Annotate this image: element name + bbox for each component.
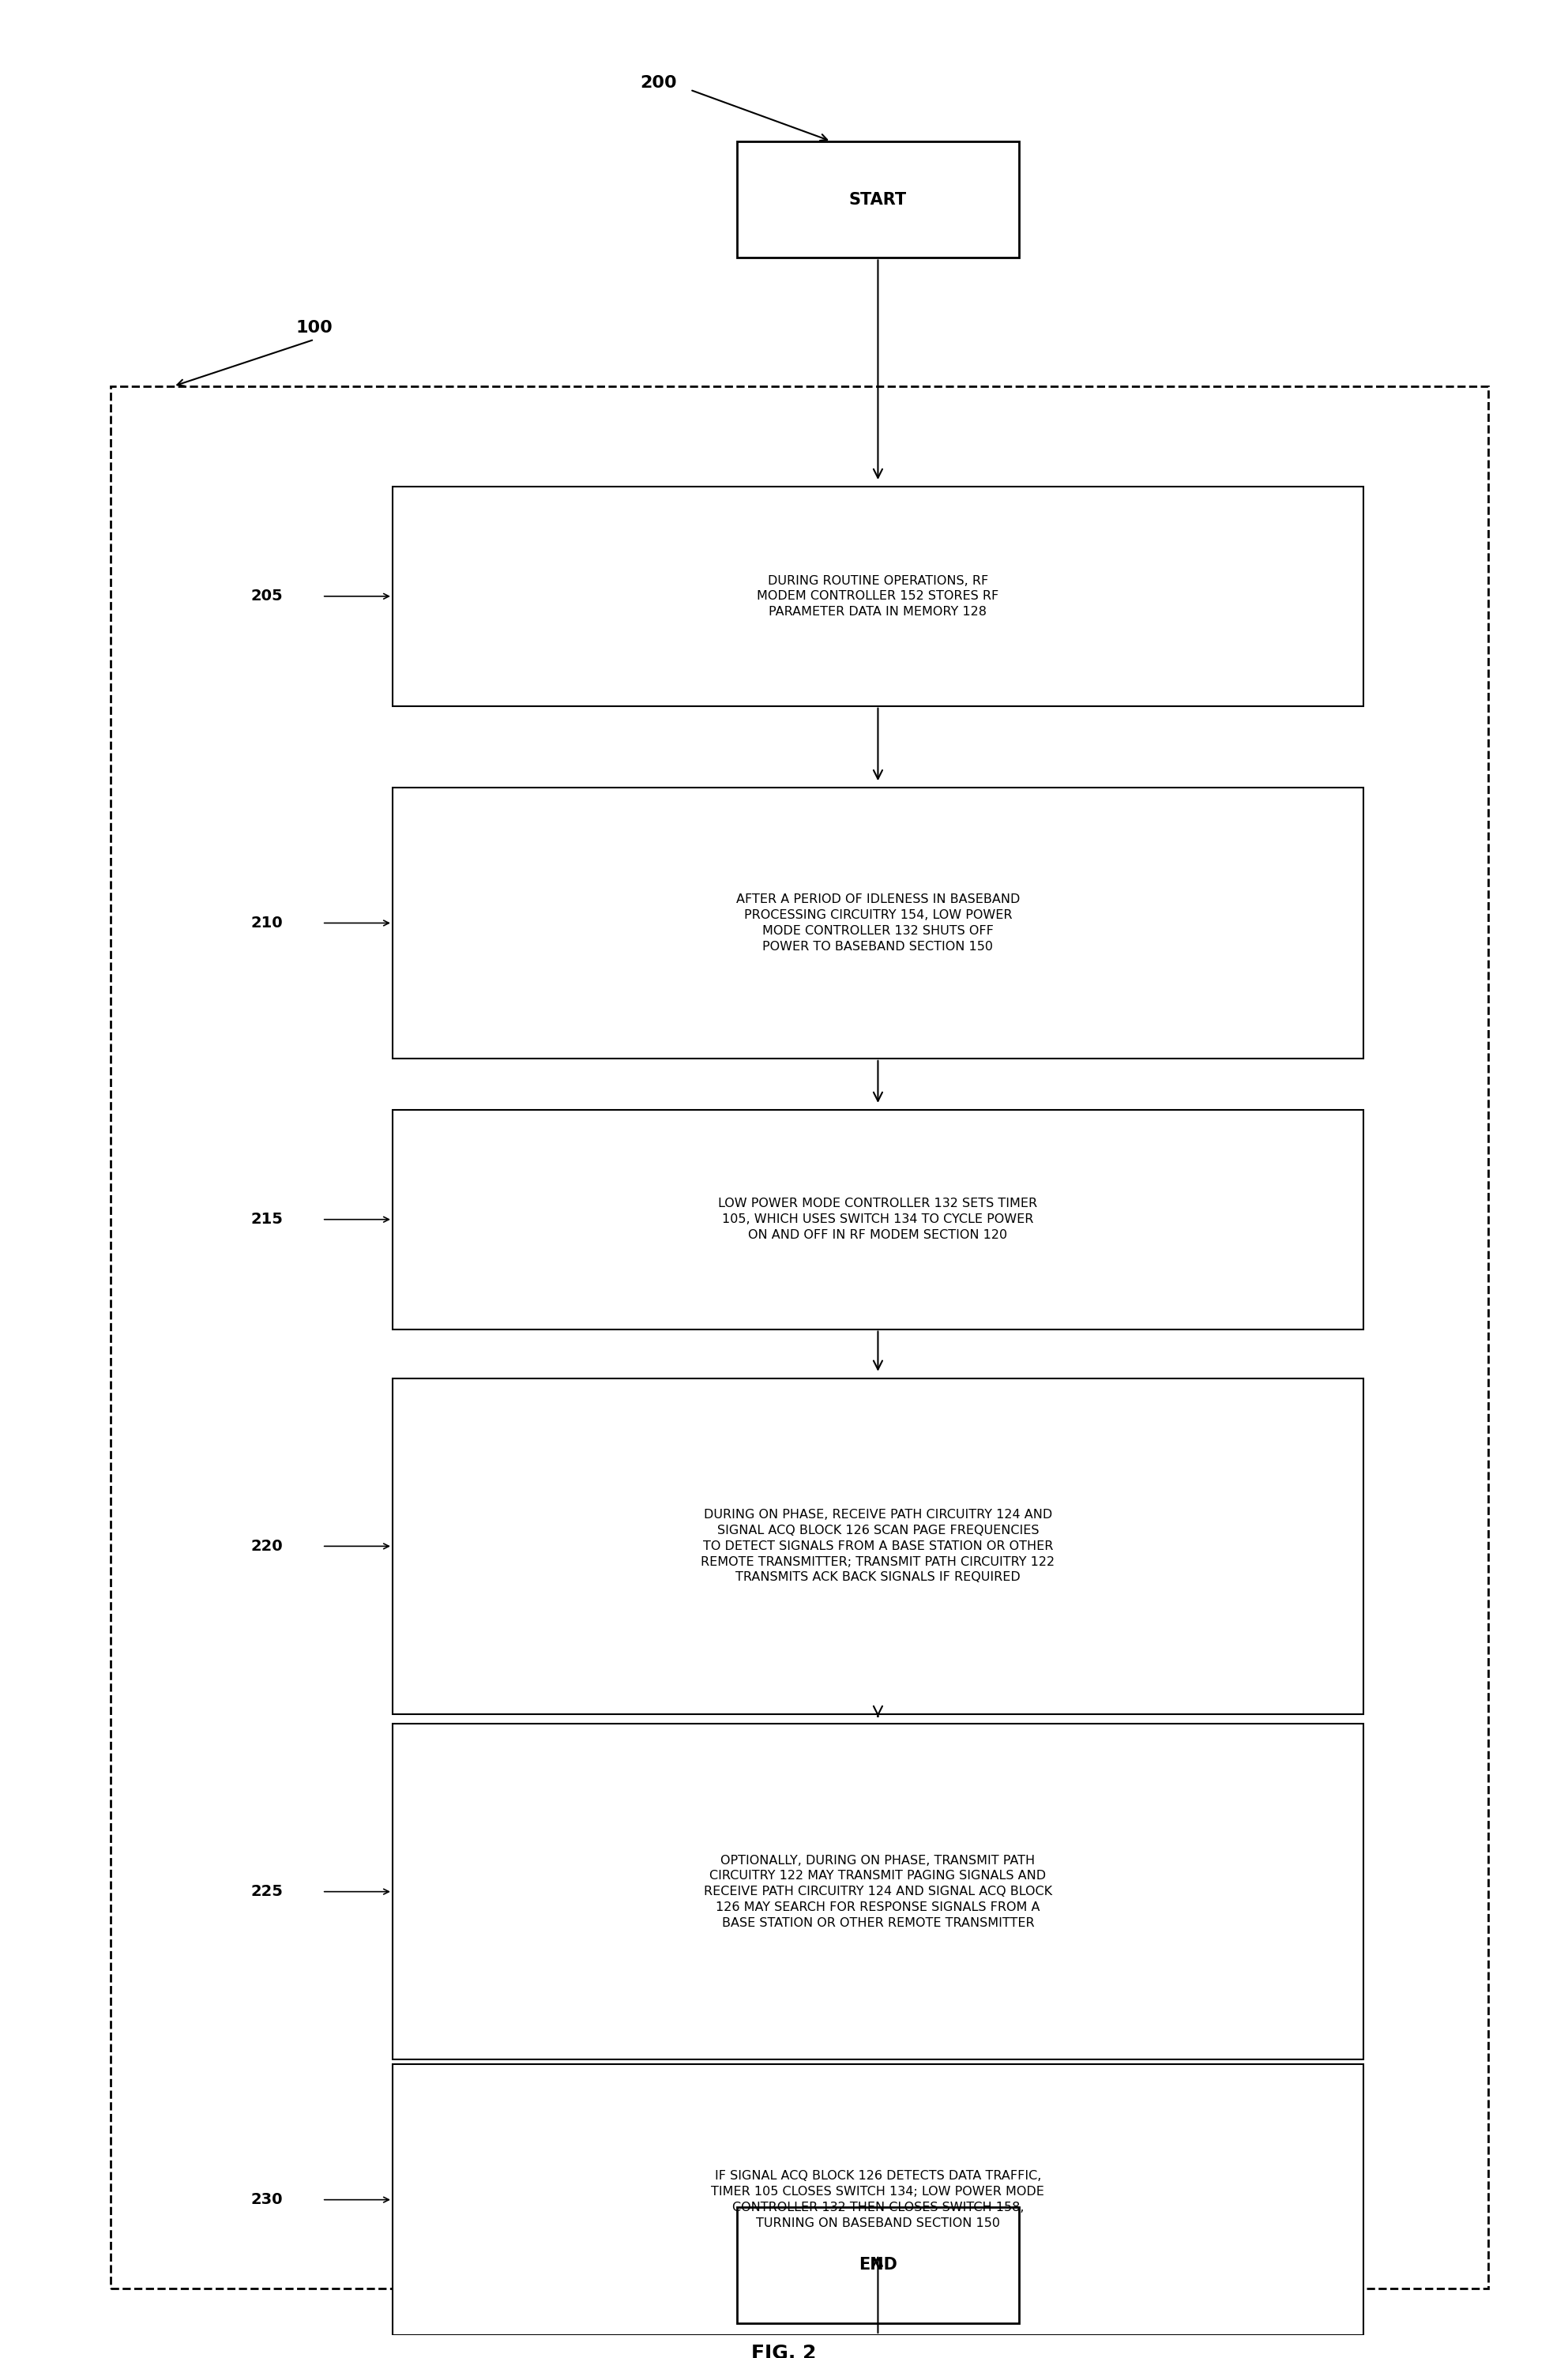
Text: 215: 215 xyxy=(251,1212,282,1226)
Text: FIG. 2: FIG. 2 xyxy=(751,2344,817,2358)
Bar xyxy=(111,387,1488,2287)
Text: OPTIONALLY, DURING ON PHASE, TRANSMIT PATH
CIRCUITRY 122 MAY TRANSMIT PAGING SIG: OPTIONALLY, DURING ON PHASE, TRANSMIT PA… xyxy=(704,1853,1052,1929)
Text: DURING ROUTINE OPERATIONS, RF
MODEM CONTROLLER 152 STORES RF
PARAMETER DATA IN M: DURING ROUTINE OPERATIONS, RF MODEM CONT… xyxy=(757,575,999,618)
Text: 100: 100 xyxy=(296,321,332,335)
Text: 210: 210 xyxy=(251,915,282,931)
Text: AFTER A PERIOD OF IDLENESS IN BASEBAND
PROCESSING CIRCUITRY 154, LOW POWER
MODE : AFTER A PERIOD OF IDLENESS IN BASEBAND P… xyxy=(735,894,1019,953)
Bar xyxy=(392,1377,1363,1714)
Text: START: START xyxy=(848,191,906,208)
Bar xyxy=(392,788,1363,1059)
Text: 200: 200 xyxy=(640,75,677,90)
Text: 225: 225 xyxy=(251,1884,282,1898)
Bar xyxy=(392,486,1363,705)
Text: 220: 220 xyxy=(251,1540,282,1554)
Bar xyxy=(392,2063,1363,2334)
Text: 230: 230 xyxy=(251,2193,282,2207)
Text: IF SIGNAL ACQ BLOCK 126 DETECTS DATA TRAFFIC,
TIMER 105 CLOSES SWITCH 134; LOW P: IF SIGNAL ACQ BLOCK 126 DETECTS DATA TRA… xyxy=(712,2169,1044,2228)
Bar xyxy=(392,1724,1363,2059)
Text: 205: 205 xyxy=(251,590,282,604)
Text: DURING ON PHASE, RECEIVE PATH CIRCUITRY 124 AND
SIGNAL ACQ BLOCK 126 SCAN PAGE F: DURING ON PHASE, RECEIVE PATH CIRCUITRY … xyxy=(701,1509,1055,1585)
Bar xyxy=(737,141,1019,257)
Text: END: END xyxy=(859,2257,897,2273)
Bar xyxy=(392,1111,1363,1330)
Bar xyxy=(737,2207,1019,2323)
Text: LOW POWER MODE CONTROLLER 132 SETS TIMER
105, WHICH USES SWITCH 134 TO CYCLE POW: LOW POWER MODE CONTROLLER 132 SETS TIMER… xyxy=(718,1198,1038,1240)
